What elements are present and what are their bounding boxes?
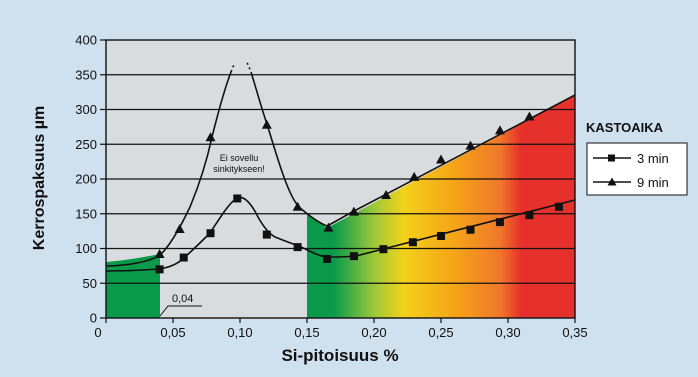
y-tick-label-5: 250 bbox=[75, 137, 97, 152]
annotation-no-galv-line1: Ei sovellu bbox=[220, 153, 259, 163]
marker-9min-9 bbox=[436, 154, 446, 164]
x-tick-label-3: 0,15 bbox=[294, 325, 319, 340]
marker-3min-5 bbox=[293, 243, 302, 252]
y-tick-label-2: 100 bbox=[75, 241, 97, 256]
marker-3min-7 bbox=[349, 252, 358, 261]
marker-9min-2 bbox=[205, 132, 216, 142]
x-tick-label-7: 0,35 bbox=[562, 325, 587, 340]
y-tick-label-1: 50 bbox=[83, 276, 97, 291]
marker-layer bbox=[154, 111, 563, 274]
marker-3min-14 bbox=[554, 202, 563, 211]
plot-border bbox=[105, 39, 576, 319]
y-tick-label-6: 300 bbox=[75, 102, 97, 117]
x-axis-label: Si-pitoisuus % bbox=[281, 346, 398, 365]
marker-9min-0 bbox=[154, 249, 165, 259]
marker-3min-1 bbox=[179, 253, 188, 262]
legend-label-9min: 9 min bbox=[637, 175, 669, 190]
x-tick-label-0: 0 bbox=[94, 325, 101, 340]
legend-title: KASTOAIKA bbox=[586, 120, 664, 135]
marker-3min-3 bbox=[233, 194, 242, 203]
marker-9min-12 bbox=[524, 111, 535, 121]
x-tick-label-4: 0,20 bbox=[361, 325, 386, 340]
x-tick-label-5: 0,25 bbox=[428, 325, 453, 340]
gradient-zone-right bbox=[307, 95, 575, 318]
legend: KASTOAIKA 3 min 9 min bbox=[586, 120, 688, 196]
marker-9min-6 bbox=[348, 206, 359, 216]
series-9min-dotted-right bbox=[246, 62, 252, 73]
marker-3min-4 bbox=[262, 230, 271, 239]
marker-9min-4 bbox=[292, 201, 303, 211]
marker-3min-0 bbox=[155, 265, 164, 274]
y-tick-label-3: 150 bbox=[75, 206, 97, 221]
x-tick-label-2: 0,10 bbox=[227, 325, 252, 340]
y-axis-label: Kerrospaksuus µm bbox=[31, 106, 48, 250]
marker-3min-2 bbox=[206, 229, 215, 238]
y-tick-label-0: 0 bbox=[90, 311, 97, 326]
marker-9min-1 bbox=[174, 224, 185, 234]
annotation-004: 0,04 bbox=[172, 293, 193, 305]
marker-3min-12 bbox=[495, 218, 504, 227]
legend-marker-9min bbox=[607, 177, 617, 186]
legend-marker-3min bbox=[608, 154, 615, 162]
marker-9min-7 bbox=[381, 189, 392, 199]
marker-9min-5 bbox=[323, 222, 334, 232]
marker-3min-13 bbox=[525, 211, 534, 220]
annotation-no-galv-line2: sinkitykseen! bbox=[213, 164, 265, 174]
x-tick-label-6: 0,30 bbox=[495, 325, 520, 340]
x-tick-label-1: 0,05 bbox=[160, 325, 185, 340]
marker-9min-11 bbox=[494, 125, 505, 135]
axis-ticks: 0 50 100 150 200 250 300 350 400 0 0,05 0,10 0,15 0,2… bbox=[75, 33, 587, 341]
marker-3min-11 bbox=[466, 225, 475, 234]
y-tick-label-7: 350 bbox=[75, 67, 97, 82]
y-tick-label-8: 400 bbox=[75, 33, 97, 48]
y-tick-label-4: 200 bbox=[75, 172, 97, 187]
legend-label-3min: 3 min bbox=[637, 151, 669, 166]
marker-3min-9 bbox=[408, 238, 417, 247]
marker-9min-8 bbox=[409, 171, 420, 181]
series-9min-dotted-left bbox=[230, 62, 236, 73]
grid-lines bbox=[106, 74, 575, 284]
marker-3min-10 bbox=[437, 231, 445, 240]
marker-9min-10 bbox=[465, 140, 476, 150]
marker-3min-6 bbox=[323, 254, 332, 263]
series-3min-line bbox=[105, 196, 576, 272]
marker-9min-3 bbox=[261, 119, 272, 129]
marker-004-bracket bbox=[159, 305, 202, 317]
marker-3min-8 bbox=[379, 245, 388, 254]
series-9min-line-left bbox=[105, 71, 232, 267]
legend-box bbox=[586, 142, 688, 196]
